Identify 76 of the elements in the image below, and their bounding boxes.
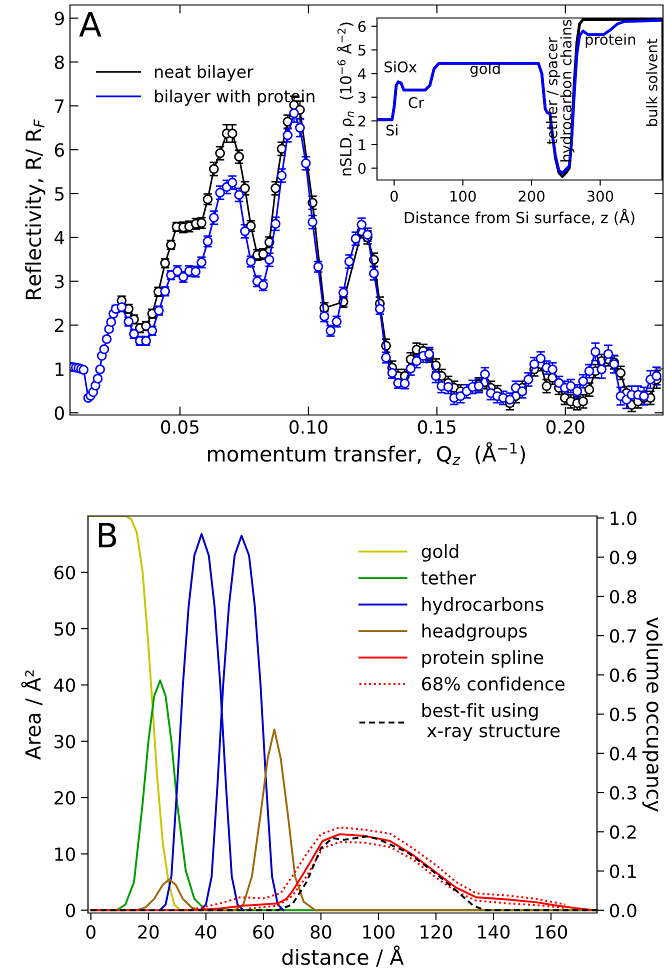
legend-label: hydrocarbons (422, 597, 544, 615)
y-tick-label: 1 (358, 139, 366, 150)
y-tick-label: 0 (66, 904, 75, 918)
legend-label: gold (422, 544, 458, 562)
y2-tick-label: 0.3 (610, 786, 636, 800)
y2-tick-label: 1.0 (610, 511, 636, 526)
y-tick-label: 0 (54, 406, 64, 420)
y2-tick-label: 0.9 (610, 550, 636, 564)
annotation: SiOx (384, 61, 417, 72)
y-tick-label: 30 (54, 734, 75, 748)
annotation: Si (386, 124, 398, 136)
y-tick-label: 6 (54, 143, 64, 157)
y-axis-title: nSLD, ρ$_{n}$ (10$^{−6}$ Å$^{−2}$) (337, 22, 354, 176)
annotation: Cr (408, 97, 424, 108)
y2-tick-label: 0.5 (610, 708, 636, 722)
y-tick-label: 5 (55, 187, 64, 201)
chart-title: A (79, 12, 102, 36)
y-tick-label: 60 (54, 566, 75, 580)
x-tick-label: 20 (138, 925, 159, 939)
x-axis-title: Distance from Si surface, z (Å) (404, 208, 634, 226)
y-tick-label: 0 (358, 162, 366, 174)
annotation: protein (586, 34, 636, 48)
y-tick-label: 6 (358, 20, 366, 32)
annotation: gold (470, 62, 500, 77)
y-tick-label: 4 (358, 68, 366, 80)
y-tick-label: 3 (358, 92, 366, 103)
y-tick-label: 8 (54, 55, 64, 70)
x-tick-label: 300 (587, 190, 614, 202)
x-tick-label: 0 (86, 925, 96, 939)
x-tick-label: 200 (518, 190, 544, 202)
legend-label: neat bilayer (155, 65, 254, 82)
x-tick-label: 0 (390, 190, 398, 202)
x-tick-label: 0.05 (161, 420, 198, 434)
y-tick-label: 2 (54, 318, 64, 332)
x-tick-label: 120 (420, 925, 452, 939)
y-tick-label: 4 (54, 231, 64, 244)
y2-tick-label: 0.7 (610, 629, 636, 643)
annotation: tether / spacer hydrocarbon chains (546, 20, 574, 162)
x-tick-label: 0.15 (418, 420, 456, 434)
x-axis-title: momentum transfer, Q$_{z}$ (Å$^{−1}$) (208, 442, 525, 465)
x-tick-label: 0.20 (546, 420, 584, 434)
y2-tick-label: 0.4 (610, 746, 637, 760)
y2-tick-label: 0.2 (610, 825, 636, 839)
x-axis-title: distance / Å (282, 945, 404, 967)
x-tick-label: 60 (253, 925, 274, 939)
annotation: bulk solvent (646, 38, 658, 126)
y2-tick-label: 0.1 (610, 864, 636, 878)
y-tick-label: 2 (358, 116, 366, 126)
y-tick-label: 5 (358, 44, 366, 56)
y-tick-label: 3 (55, 274, 64, 288)
legend-label: 68% confidence (422, 676, 565, 691)
legend-label: protein spline (422, 650, 544, 668)
y2-tick-label: 0.0 (610, 904, 636, 918)
y-tick-label: 10 (55, 847, 75, 861)
x-tick-label: 140 (478, 925, 510, 939)
y-axis-title: Reflectivity, R/ R$_{F}$ (25, 119, 46, 300)
x-tick-label: 160 (536, 925, 568, 939)
x-tick-label: 100 (450, 190, 476, 202)
x-tick-label: 0.10 (290, 420, 328, 434)
y-tick-label: 7 (55, 100, 64, 113)
x-tick-label: 100 (363, 925, 394, 939)
y-tick-label: 40 (54, 678, 75, 692)
y-tick-label: 9 (54, 12, 64, 26)
x-tick-label: 80 (310, 925, 332, 939)
y-tick-label: 1 (56, 362, 64, 376)
chart-title: B (98, 522, 116, 548)
y-tick-label: 50 (54, 622, 75, 636)
y2-tick-label: 0.8 (610, 590, 636, 604)
y2-axis-title: volume occupancy (642, 617, 663, 812)
legend-label: headgroups (422, 624, 527, 642)
y-axis-title: Area / Å² (21, 670, 42, 760)
x-tick-label: 40 (195, 925, 216, 939)
legend-label: best-fit using x-ray structure (422, 703, 560, 741)
legend-label: tether (421, 570, 476, 585)
y-tick-label: 20 (54, 791, 75, 805)
y2-tick-label: 0.6 (610, 668, 636, 682)
